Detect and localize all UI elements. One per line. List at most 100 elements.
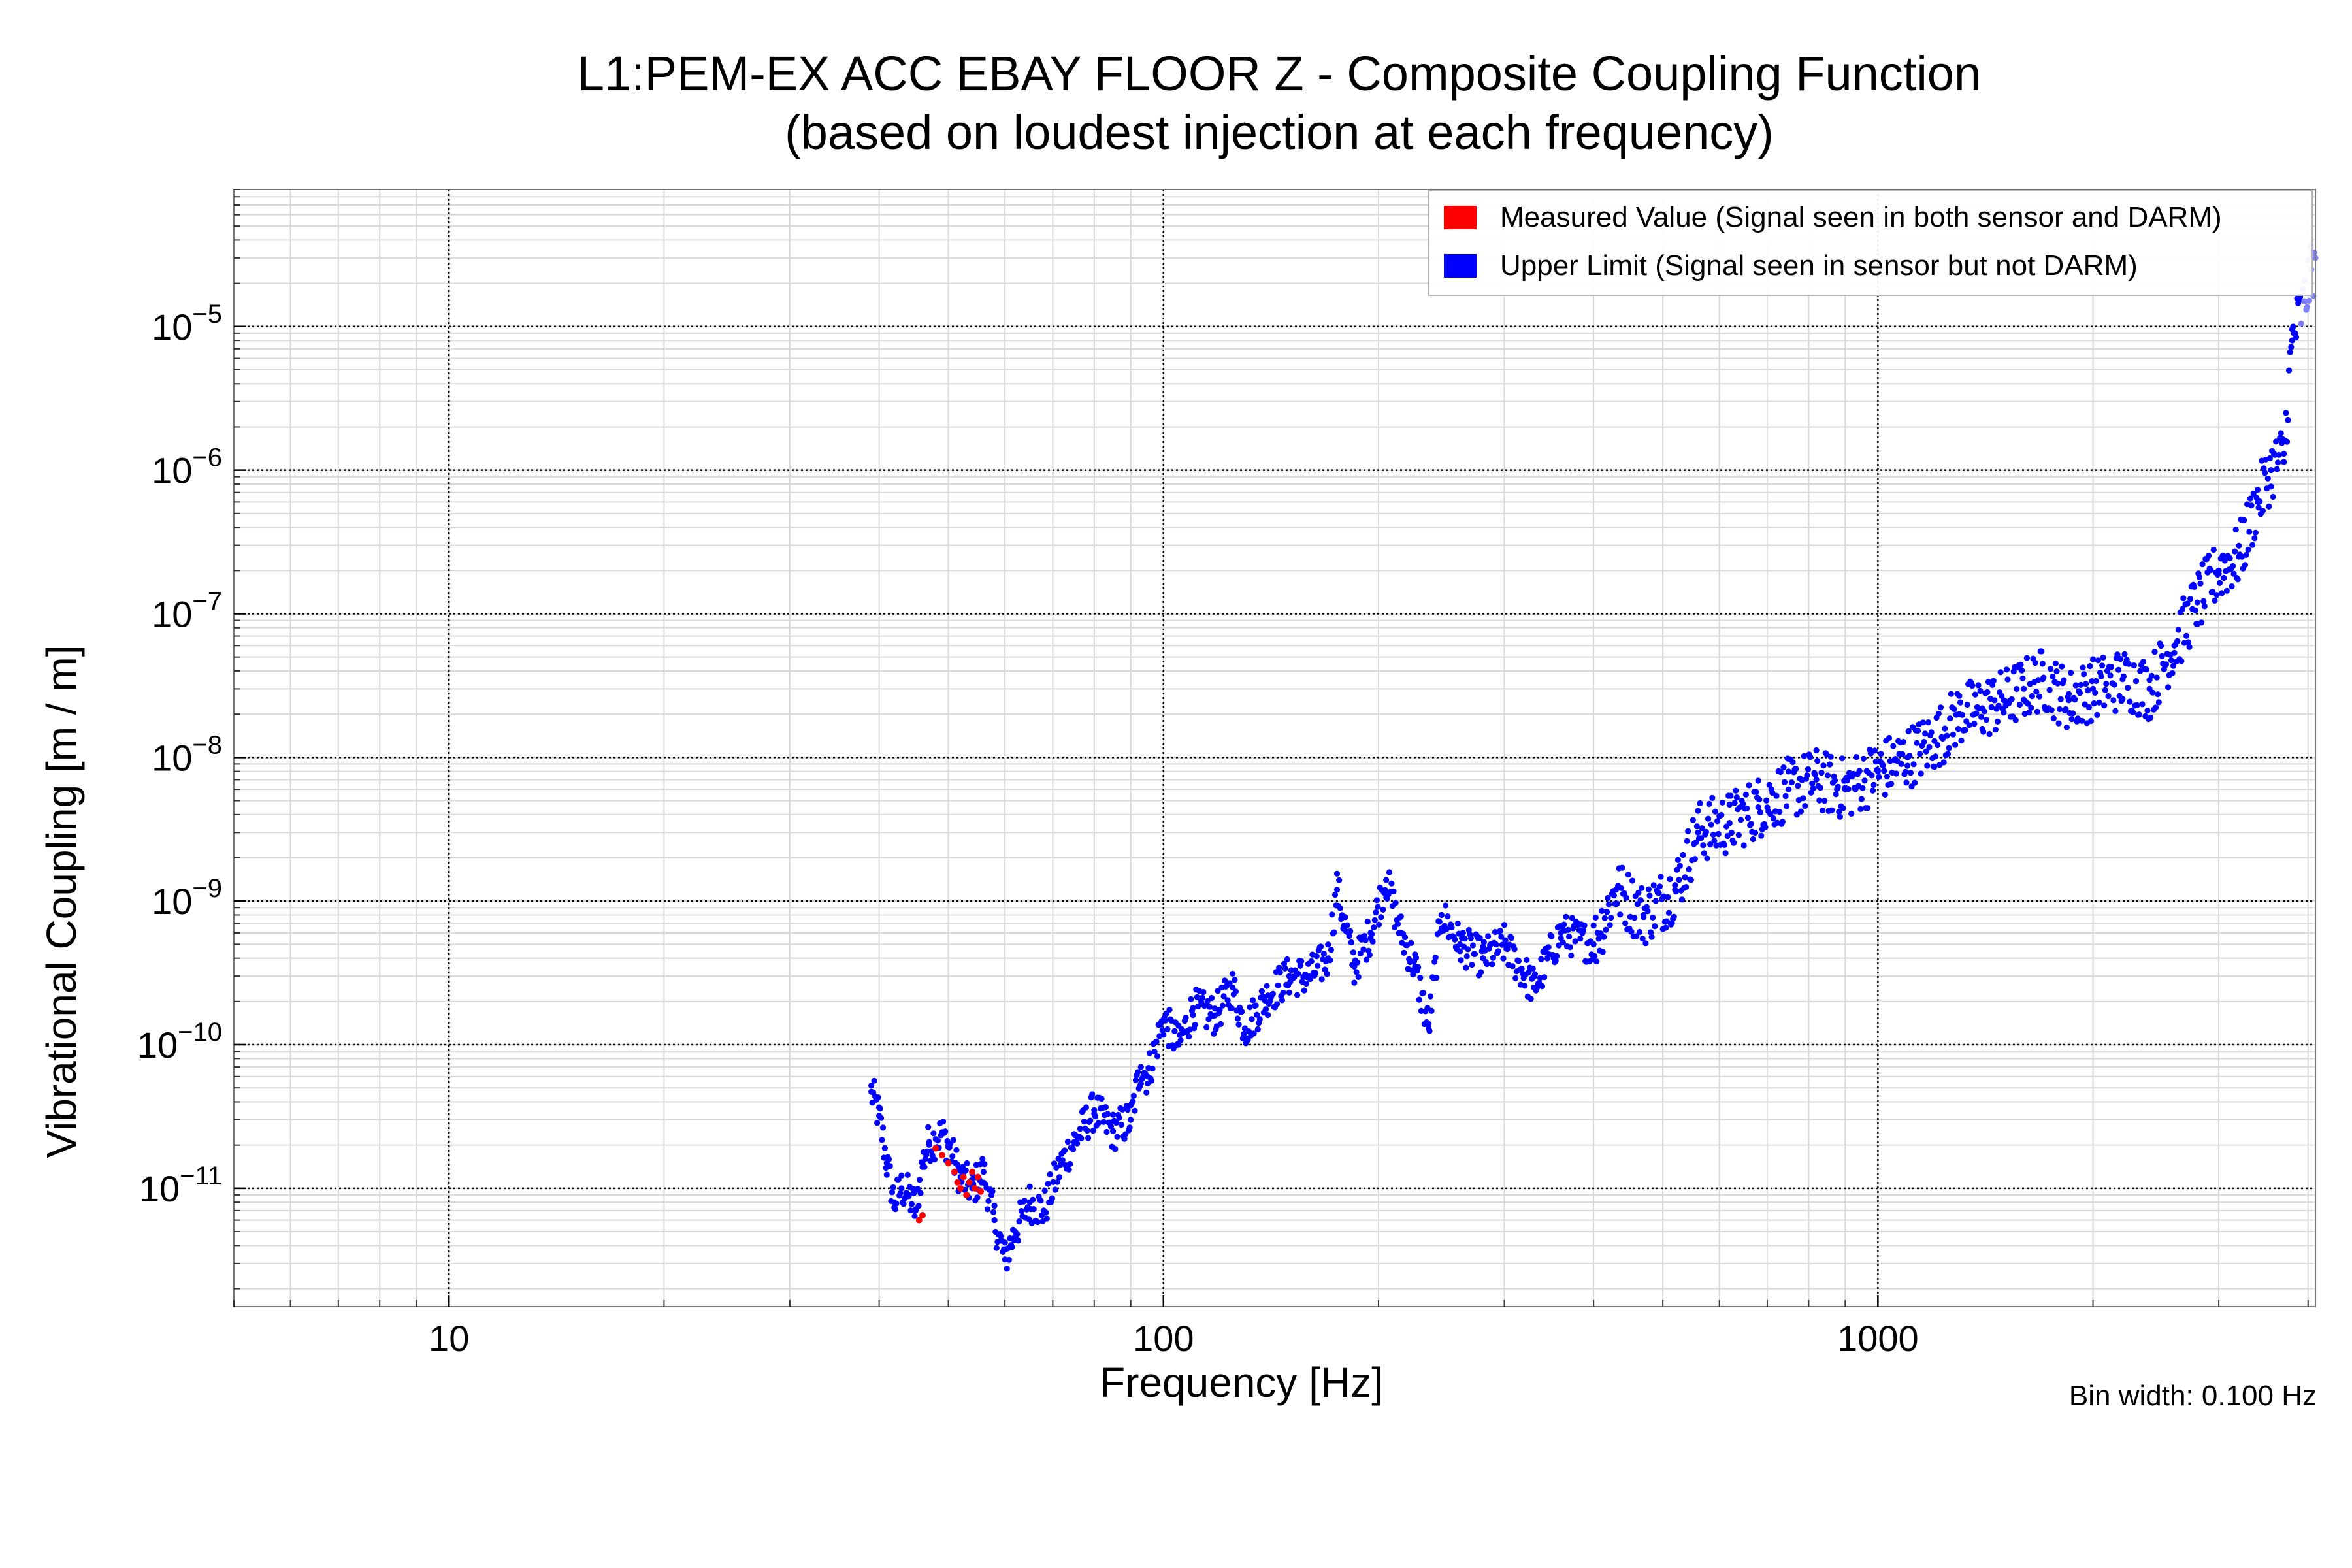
upper-limit-point <box>2212 597 2218 604</box>
upper-limit-point <box>1756 796 1763 803</box>
measured-point <box>966 1179 973 1186</box>
upper-limit-point <box>1526 969 1532 975</box>
upper-limit-point <box>1789 759 1796 766</box>
measured-point <box>951 1168 958 1175</box>
upper-limit-point <box>1665 894 1671 900</box>
upper-limit-point <box>991 1217 998 1224</box>
upper-limit-point <box>1801 753 1807 759</box>
upper-limit-point <box>1531 971 1538 977</box>
upper-limit-point <box>1183 1015 1189 1021</box>
upper-limit-point <box>1918 770 1924 777</box>
upper-limit-point <box>1151 1049 1158 1055</box>
upper-limit-point <box>1601 915 1608 921</box>
upper-limit-point <box>1840 805 1846 811</box>
upper-limit-point <box>1294 992 1301 998</box>
upper-limit-point <box>1922 730 1929 737</box>
upper-limit-point <box>1813 747 1820 754</box>
upper-limit-point <box>1026 1216 1032 1222</box>
upper-limit-point <box>2184 600 2191 607</box>
upper-limit-point <box>1991 697 1998 704</box>
upper-limit-point <box>906 1192 912 1198</box>
upper-limit-point <box>1848 810 1855 817</box>
upper-limit-point <box>1245 1037 1251 1043</box>
upper-limit-point <box>1388 880 1395 887</box>
upper-limit-point <box>2144 707 2151 714</box>
upper-limit-point <box>1983 717 1989 723</box>
upper-limit-point <box>1944 732 1950 739</box>
upper-limit-point <box>2298 320 2304 327</box>
upper-limit-point <box>1344 922 1350 928</box>
upper-limit-point <box>1410 972 1416 978</box>
upper-limit-point <box>1235 1021 1242 1028</box>
upper-limit-point <box>1606 901 1612 907</box>
upper-limit-point <box>1091 1107 1098 1113</box>
upper-limit-point <box>2021 685 2027 692</box>
upper-limit-point <box>1192 1021 1198 1028</box>
upper-limit-point <box>953 1147 960 1153</box>
upper-limit-point <box>1247 1004 1253 1011</box>
upper-limit-point <box>2008 696 2015 702</box>
y-tick-label: 10−10 <box>137 1018 222 1066</box>
upper-limit-point <box>1722 850 1729 857</box>
upper-limit-point <box>1445 913 1451 920</box>
upper-limit-point <box>2255 498 2261 506</box>
upper-limit-point <box>2080 664 2086 671</box>
upper-limit-point <box>2095 657 2101 664</box>
upper-limit-point <box>2197 580 2204 587</box>
upper-limit-point <box>1980 728 1987 735</box>
upper-limit-point <box>2285 417 2291 423</box>
bin-width-note: Bin width: 0.100 Hz <box>2068 1380 2317 1412</box>
upper-limit-point <box>1833 791 1839 798</box>
upper-limit-point <box>939 1130 945 1137</box>
upper-limit-point <box>2107 672 2114 679</box>
upper-limit-point <box>2155 699 2162 706</box>
upper-limit-point <box>2180 595 2187 602</box>
upper-limit-point <box>1265 1011 1271 1019</box>
upper-limit-point <box>1331 929 1337 936</box>
upper-limit-point <box>2078 681 2084 688</box>
upper-limit-point <box>2281 459 2287 465</box>
upper-limit-point <box>1701 850 1707 857</box>
upper-limit-point <box>1226 980 1233 987</box>
upper-limit-point <box>1347 928 1354 934</box>
y-tick-label: 10−5 <box>152 300 222 348</box>
upper-limit-point <box>1137 1081 1144 1087</box>
upper-limit-point <box>1726 820 1733 826</box>
upper-limit-point <box>2061 677 2067 683</box>
upper-limit-point <box>1786 768 1792 775</box>
upper-limit-point <box>2019 675 2026 681</box>
upper-limit-point <box>1656 883 1663 890</box>
upper-limit-point <box>1219 1002 1226 1009</box>
upper-limit-point <box>1204 998 1211 1004</box>
upper-limit-point <box>1752 829 1759 836</box>
upper-limit-point <box>904 1171 911 1178</box>
upper-limit-point <box>1642 940 1649 947</box>
upper-limit-point <box>1639 885 1645 891</box>
upper-limit-point <box>1904 754 1911 760</box>
upper-limit-point <box>1077 1126 1083 1132</box>
upper-limit-point <box>1650 914 1656 921</box>
upper-limit-point <box>1325 955 1331 962</box>
upper-limit-point <box>1577 936 1584 942</box>
upper-limit-point <box>2178 658 2185 664</box>
upper-limit-point <box>1836 809 1842 815</box>
upper-limit-point <box>2230 570 2237 577</box>
upper-limit-point <box>1800 795 1806 802</box>
upper-limit-point <box>2153 674 2160 681</box>
upper-limit-point <box>2094 711 2100 718</box>
upper-limit-point <box>1956 693 1963 699</box>
upper-limit-point <box>1608 915 1614 921</box>
upper-limit-point <box>1671 913 1677 920</box>
upper-limit-point <box>2072 696 2078 703</box>
upper-limit-point <box>1869 787 1876 794</box>
upper-limit-point <box>1413 955 1420 961</box>
upper-limit-point <box>1426 1021 1432 1027</box>
upper-limit-point <box>1593 958 1600 965</box>
upper-limit-point <box>2234 576 2241 583</box>
upper-limit-point <box>1454 920 1461 927</box>
upper-limit-point <box>1277 969 1283 975</box>
upper-limit-point <box>1460 930 1466 936</box>
upper-limit-point <box>1512 975 1519 981</box>
upper-limit-point <box>1286 989 1292 996</box>
upper-limit-point <box>1518 966 1525 972</box>
